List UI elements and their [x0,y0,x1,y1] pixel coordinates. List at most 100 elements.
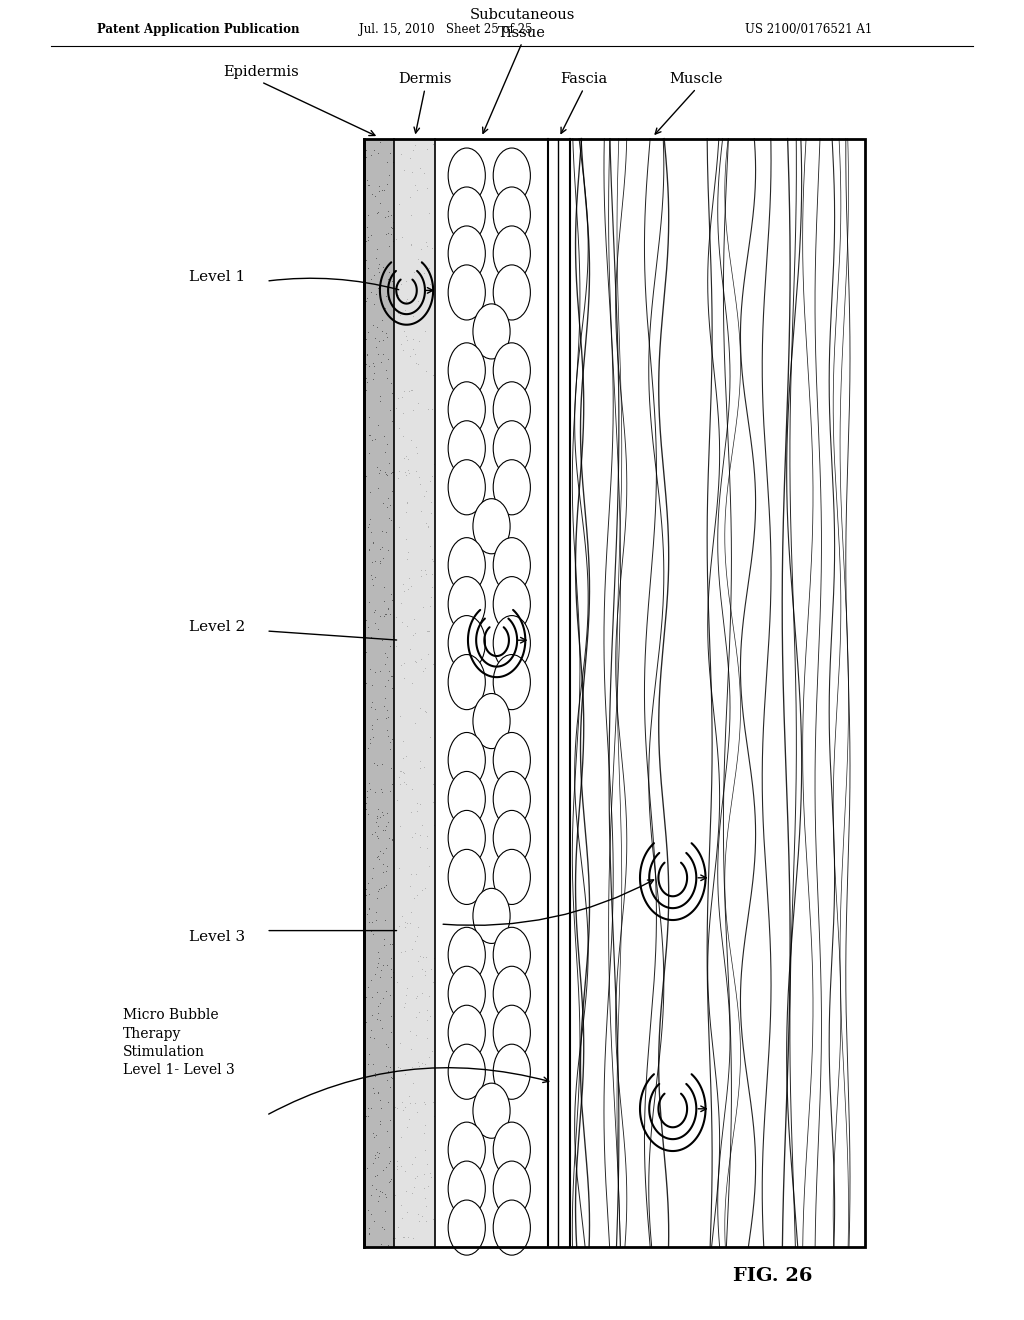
Point [412,837,428,858]
Point [391,1057,408,1078]
Point [359,780,376,801]
Point [384,152,400,173]
Point [382,372,398,393]
Point [371,1185,387,1206]
Ellipse shape [449,187,485,242]
Point [372,1180,388,1201]
Point [380,282,396,304]
Point [396,1226,413,1247]
Point [359,345,376,366]
Point [404,939,421,960]
Point [360,772,377,793]
Point [358,170,375,191]
Ellipse shape [449,771,485,826]
Point [403,672,420,693]
Point [422,595,438,616]
Point [389,1150,406,1171]
Point [383,758,399,779]
Point [357,799,374,820]
Point [365,912,381,933]
Point [361,407,378,428]
Point [372,552,388,573]
Point [373,351,389,372]
Point [383,933,399,954]
Point [380,598,396,619]
Point [370,1191,386,1212]
Bar [570,139,865,1247]
Point [365,568,381,589]
Point [389,302,406,323]
Point [384,774,400,795]
Point [389,1097,406,1118]
Point [383,583,399,605]
Point [385,462,401,483]
Point [390,516,407,537]
Point [414,814,430,836]
Point [417,1114,433,1135]
Point [422,535,438,556]
Point [406,306,422,327]
Ellipse shape [494,927,530,982]
Point [356,465,373,486]
Point [361,355,378,376]
Point [376,606,392,627]
Point [407,135,423,156]
Point [419,1027,435,1048]
Point [362,627,379,648]
Point [357,685,374,706]
Text: Subcutaneous
Tissue: Subcutaneous Tissue [470,8,574,40]
Point [403,801,420,822]
Point [356,1064,373,1085]
Text: Level 1: Level 1 [189,271,246,284]
Point [420,620,436,642]
Text: Level 2: Level 2 [189,620,246,634]
Point [360,174,377,195]
Point [376,876,392,898]
Point [392,653,409,675]
Point [406,609,422,630]
Point [362,920,379,941]
Ellipse shape [449,1162,485,1216]
Point [369,1164,385,1185]
Point [385,961,401,982]
Ellipse shape [494,343,530,397]
Point [356,466,373,487]
Point [416,756,432,777]
Point [383,948,399,969]
Point [385,231,401,252]
Point [393,760,410,781]
Point [407,1168,423,1189]
Point [366,1126,382,1147]
Point [367,293,383,314]
Point [384,218,400,239]
Point [400,1107,417,1129]
Point [403,902,420,923]
Point [365,1077,381,1098]
Point [414,982,430,1003]
Point [374,781,390,803]
Point [375,954,391,975]
Point [367,566,383,587]
Point [367,599,383,620]
Point [393,144,410,165]
Point [359,616,376,638]
Point [400,462,417,483]
Point [370,201,386,222]
Point [383,223,399,244]
Point [361,539,378,560]
Point [364,145,380,166]
Point [378,323,394,345]
Point [418,480,434,502]
Ellipse shape [449,421,485,477]
Point [425,133,441,154]
Point [410,248,426,269]
Point [378,861,394,882]
Point [368,337,384,358]
Point [360,1217,377,1238]
Point [370,953,386,974]
Point [362,273,379,294]
Point [425,454,441,475]
Point [369,808,385,829]
Point [372,605,388,626]
Point [361,508,378,529]
